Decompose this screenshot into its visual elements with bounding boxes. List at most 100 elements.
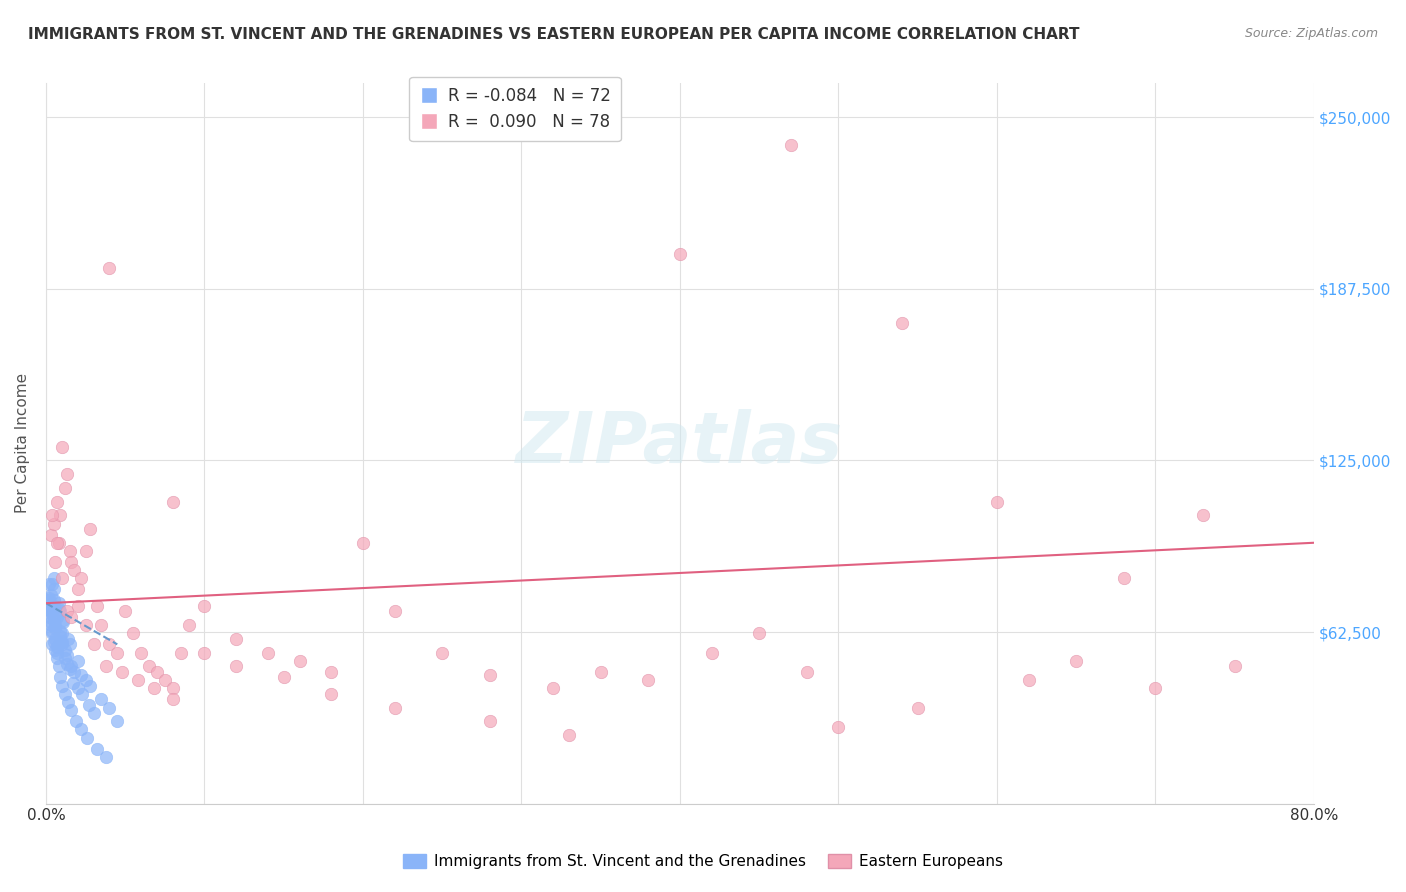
Point: [90, 618, 112, 632]
Point: [60, 703, 83, 717]
Point: [46, 640, 69, 654]
Point: [51, 626, 73, 640]
Point: [986, 494, 1008, 508]
Point: [1112, 572, 1135, 586]
Point: [83, 706, 105, 720]
Point: [225, 659, 247, 673]
Point: [51, 637, 73, 651]
Point: [48, 601, 70, 615]
Point: [51, 679, 73, 693]
Point: [49, 508, 72, 523]
Legend: Immigrants from St. Vincent and the Grenadines, Eastern Europeans: Immigrants from St. Vincent and the Gren…: [396, 848, 1010, 875]
Point: [60, 555, 83, 569]
Point: [193, 599, 215, 613]
Point: [77, 698, 100, 712]
Point: [49, 670, 72, 684]
Point: [60, 610, 83, 624]
Point: [98, 261, 121, 276]
Point: [55, 657, 77, 671]
Point: [779, 137, 801, 152]
Point: [1144, 681, 1167, 696]
Point: [478, 714, 501, 729]
Point: [48, 596, 70, 610]
Point: [51, 572, 73, 586]
Point: [41, 626, 63, 640]
Point: [46, 494, 69, 508]
Point: [56, 695, 79, 709]
Point: [55, 604, 77, 618]
Point: [98, 700, 121, 714]
Point: [66, 681, 89, 696]
Point: [827, 720, 849, 734]
Point: [541, 681, 564, 696]
Point: [162, 692, 184, 706]
Point: [69, 572, 91, 586]
Point: [41, 637, 63, 651]
Point: [38, 591, 60, 605]
Point: [75, 673, 97, 687]
Point: [39, 604, 62, 618]
Point: [59, 544, 82, 558]
Point: [46, 651, 69, 665]
Point: [44, 643, 66, 657]
Point: [1064, 654, 1087, 668]
Point: [86, 599, 108, 613]
Point: [44, 618, 66, 632]
Point: [127, 673, 149, 687]
Point: [39, 615, 62, 630]
Point: [79, 522, 101, 536]
Point: [56, 632, 79, 646]
Point: [49, 624, 72, 638]
Point: [384, 700, 406, 714]
Point: [37, 599, 59, 613]
Point: [46, 646, 69, 660]
Point: [38, 610, 60, 624]
Point: [111, 665, 134, 679]
Point: [44, 632, 66, 646]
Point: [321, 687, 343, 701]
Legend: R = -0.084   N = 72, R =  0.090   N = 78: R = -0.084 N = 72, R = 0.090 N = 78: [409, 77, 620, 141]
Point: [48, 535, 70, 549]
Point: [52, 613, 75, 627]
Point: [63, 563, 86, 577]
Point: [62, 675, 84, 690]
Point: [48, 637, 70, 651]
Point: [52, 615, 75, 630]
Point: [66, 582, 89, 597]
Point: [90, 692, 112, 706]
Point: [384, 604, 406, 618]
Point: [98, 637, 121, 651]
Point: [72, 687, 94, 701]
Point: [142, 681, 165, 696]
Point: [83, 637, 105, 651]
Point: [76, 731, 98, 745]
Point: [44, 621, 66, 635]
Point: [51, 634, 73, 648]
Point: [669, 247, 692, 261]
Point: [75, 544, 97, 558]
Point: [63, 665, 86, 679]
Point: [162, 681, 184, 696]
Point: [589, 665, 612, 679]
Point: [60, 659, 83, 673]
Point: [53, 687, 76, 701]
Point: [65, 714, 87, 729]
Point: [59, 662, 82, 676]
Point: [46, 535, 69, 549]
Point: [42, 516, 65, 531]
Point: [66, 599, 89, 613]
Point: [96, 750, 118, 764]
Point: [637, 673, 659, 687]
Point: [69, 667, 91, 681]
Point: [430, 646, 453, 660]
Point: [1018, 673, 1040, 687]
Point: [1191, 508, 1213, 523]
Point: [42, 613, 65, 627]
Point: [41, 607, 63, 622]
Point: [105, 714, 128, 729]
Point: [66, 654, 89, 668]
Point: [42, 634, 65, 648]
Point: [177, 618, 200, 632]
Point: [748, 626, 770, 640]
Point: [39, 588, 62, 602]
